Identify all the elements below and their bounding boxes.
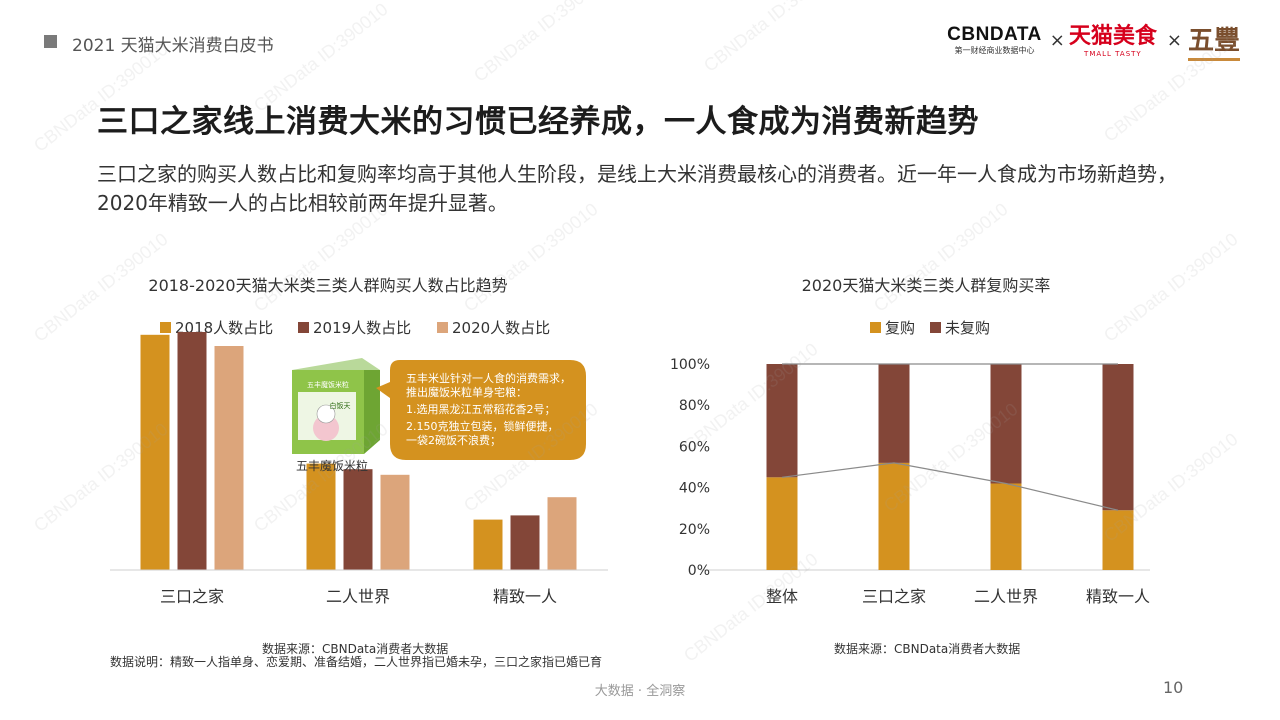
- watermark: CBNData ID:390010: [470, 0, 612, 86]
- stacked-bar-segment: [990, 483, 1022, 570]
- bar: [510, 515, 540, 570]
- cbndata-logo-text: CBNDATA: [947, 24, 1042, 45]
- chart-title: 2018-2020天猫大米类三类人群购买人数占比趋势: [148, 276, 507, 295]
- legend-label: 复购: [885, 319, 915, 337]
- x-tick-label: 整体: [766, 587, 798, 606]
- legend-swatch: [437, 322, 448, 333]
- stacked-bar-segment: [878, 462, 910, 570]
- product-box-text: 白饭天: [330, 401, 351, 410]
- wufeng-logo: 五豐: [1187, 24, 1240, 61]
- x-tick-label: 二人世界: [326, 587, 390, 606]
- callout-line: 五丰米业针对一人食的消费需求，: [406, 371, 571, 385]
- right-chart-source: 数据来源：CBNData消费者大数据: [834, 642, 1021, 656]
- x-tick-label: 二人世界: [974, 587, 1038, 606]
- report-title: 2021 天猫大米消费白皮书: [72, 36, 274, 56]
- partner-logos: CBNDATA 第一财经商业数据中心 × 天猫美食 TMALL TASTY × …: [947, 24, 1240, 68]
- header-marker: [44, 35, 57, 48]
- legend-swatch: [160, 322, 171, 333]
- tmall-tasty-logo: 天猫美食 TMALL TASTY: [1069, 24, 1157, 58]
- cbndata-logo-subtitle: 第一财经商业数据中心: [954, 46, 1035, 55]
- repurchase-rate-chart: 2020天猫大米类三类人群复购买率 复购 未复购 0% 20% 40% 60% 80% 10…: [670, 276, 1150, 606]
- y-tick-label: 40%: [679, 481, 710, 497]
- tmall-logo-text: 天猫美食: [1068, 24, 1157, 49]
- page-title: 三口之家线上消费大米的习惯已经养成，一人食成为消费新趋势: [97, 104, 979, 140]
- times-icon: ×: [1049, 30, 1065, 51]
- legend-swatch: [930, 322, 941, 333]
- product-box-image: 五丰魔饭米粒 白饭天: [292, 358, 380, 454]
- legend-label: 2019人数占比: [313, 319, 411, 337]
- stacked-bar-segment: [878, 364, 910, 463]
- x-tick-label: 精致一人: [1086, 587, 1150, 606]
- stacked-bar-segment: [766, 477, 798, 570]
- stacked-bar-segment: [990, 364, 1022, 484]
- bar-group: [140, 332, 577, 570]
- page-number: 10: [1163, 678, 1184, 697]
- chart-title: 2020天猫大米类三类人群复购买率: [802, 276, 1051, 295]
- stacked-bar-segment: [1102, 510, 1134, 570]
- callout-bubble: 五丰米业针对一人食的消费需求， 推出魔饭米粒单身宅粮： 1.选用黑龙江五常稻花香…: [376, 360, 586, 460]
- repurchase-trend-line: [781, 462, 1119, 511]
- bar: [473, 519, 503, 570]
- product-box-text: 五丰魔饭米粒: [307, 380, 349, 389]
- y-tick-label: 80%: [679, 398, 710, 414]
- y-tick-label: 60%: [679, 439, 710, 455]
- y-tick-label: 100%: [670, 357, 710, 373]
- bar: [380, 474, 410, 570]
- x-axis-labels: 三口之家 二人世界 精致一人: [160, 587, 557, 606]
- times-icon: ×: [1166, 30, 1182, 51]
- callout-line: 2.150克独立包装，锁鲜便捷，: [406, 419, 559, 433]
- bar-group: [766, 364, 1134, 570]
- stacked-bar-segment: [766, 364, 798, 478]
- y-tick-label: 0%: [688, 563, 710, 579]
- bar: [306, 463, 336, 570]
- legend-label: 2020人数占比: [452, 319, 550, 337]
- footer-tagline: 大数据 · 全洞察: [594, 684, 686, 699]
- chart-legend: 2018人数占比 2019人数占比 2020人数占比: [160, 319, 550, 337]
- callout-line: 1.选用黑龙江五常稻花香2号；: [406, 403, 556, 416]
- left-chart-note: 数据说明：精致一人指单身、恋爱期、准备结婚，二人世界指已婚未孕，三口之家指已婚已…: [110, 655, 603, 669]
- cbndata-logo: CBNDATA 第一财经商业数据中心: [947, 24, 1042, 56]
- x-tick-label: 精致一人: [493, 587, 557, 606]
- bar: [343, 469, 373, 570]
- page-description: 三口之家的购买人数占比和复购率均高于其他人生阶段，是线上大米消费最核心的消费者。…: [97, 162, 1177, 215]
- watermark: CBNData ID:390010: [700, 0, 842, 76]
- x-tick-label: 三口之家: [160, 587, 224, 606]
- product-label: 五丰魔饭米粒: [296, 458, 368, 473]
- callout-line: 推出魔饭米粒单身宅粮：: [406, 385, 527, 399]
- stacked-bar-segment: [1102, 364, 1134, 511]
- purchase-share-chart: 2018-2020天猫大米类三类人群购买人数占比趋势 2018人数占比 2019人…: [110, 276, 608, 606]
- y-tick-label: 20%: [679, 522, 710, 538]
- x-axis-labels: 整体 三口之家 二人世界 精致一人: [766, 587, 1150, 606]
- legend-swatch: [870, 322, 881, 333]
- legend-swatch: [298, 322, 309, 333]
- chart-legend: 复购 未复购: [870, 319, 990, 337]
- bar: [547, 497, 577, 570]
- bar: [140, 334, 170, 570]
- left-chart-source: 数据来源：CBNData消费者大数据: [262, 642, 449, 656]
- bar: [214, 346, 244, 570]
- legend-label: 未复购: [945, 319, 990, 337]
- callout-line: 一袋2碗饭不浪费；: [406, 433, 501, 447]
- bar: [177, 332, 207, 570]
- tmall-logo-subtitle: TMALL TASTY: [1084, 50, 1142, 58]
- x-tick-label: 三口之家: [862, 587, 926, 606]
